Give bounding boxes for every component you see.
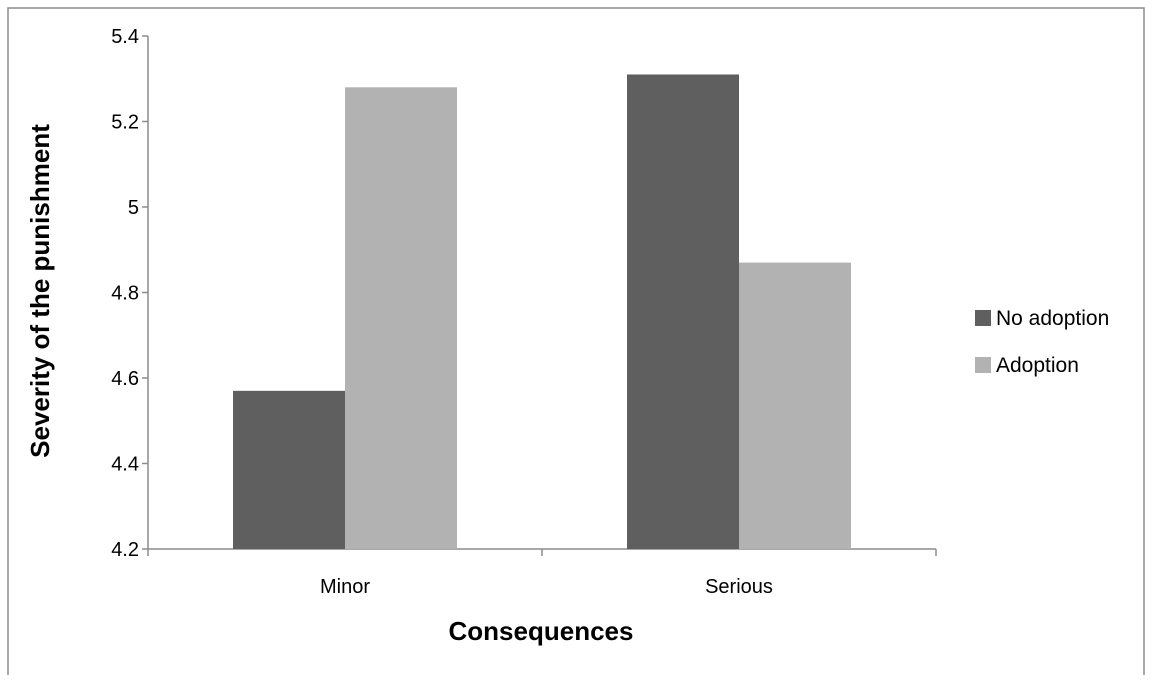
bar-adoption-minor [345, 87, 457, 550]
y-tick-label: 4.8 [111, 283, 139, 305]
bar-adoption-serious [739, 262, 851, 549]
x-category-label: Minor [320, 576, 370, 598]
x-axis-title: Consequences [449, 616, 634, 646]
legend-swatch-no-adoption [975, 310, 991, 326]
legend-swatch-adoption [975, 357, 991, 373]
plot-layer: 4.2 4.4 4.6 4.8 5 5.2 5.4 Minor Serious [111, 26, 937, 598]
y-tick-label: 5.2 [111, 112, 139, 134]
legend-label: No adoption [996, 307, 1109, 330]
y-tick-label: 5.4 [111, 26, 139, 48]
legend-label: Adoption [996, 354, 1079, 377]
x-category-label: Serious [705, 576, 773, 598]
bar-no-adoption-serious [627, 74, 739, 549]
y-axis-title: Severity of the punishment [25, 124, 55, 458]
y-tick-label: 5 [128, 197, 139, 219]
chart-border [7, 7, 1145, 675]
bar-no-adoption-minor [233, 390, 345, 549]
y-tick-label: 4.4 [111, 454, 139, 476]
legend: No adoption Adoption [975, 307, 1109, 377]
y-tick-label: 4.2 [111, 539, 139, 561]
y-tick-label: 4.6 [111, 368, 139, 390]
